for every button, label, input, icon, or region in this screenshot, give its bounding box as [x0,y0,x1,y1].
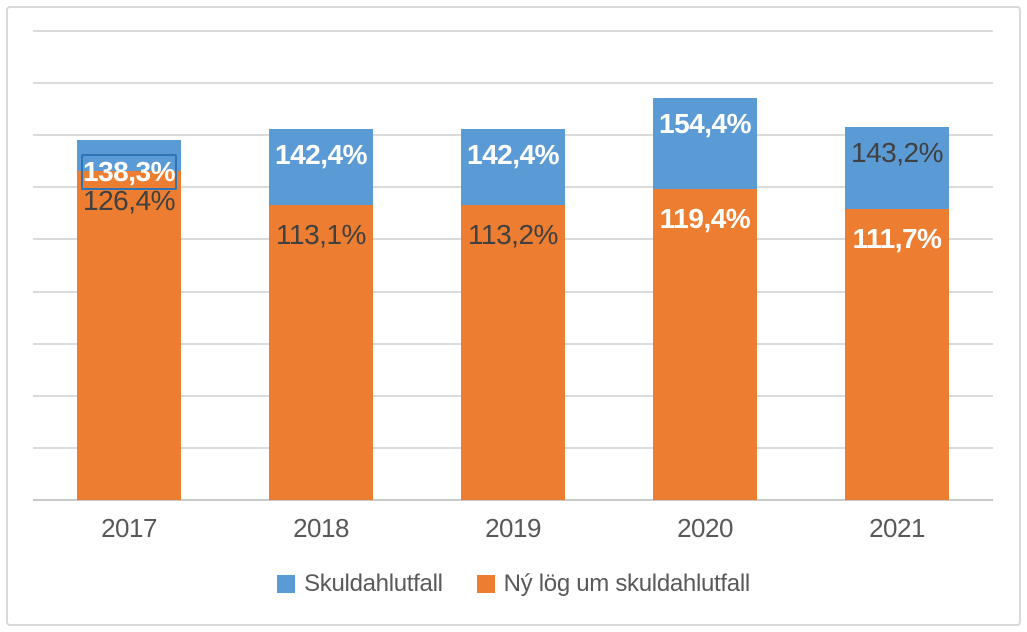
gridline [33,30,993,32]
data-label-2018-skuldahlutfall[interactable]: 142,4% [275,138,367,170]
legend-item-ny-log-um-skuldahlutfall[interactable]: Ný lög um skuldahlutfall [476,570,751,598]
data-label-2020-skuldahlutfall[interactable]: 154,4% [659,107,751,139]
bar-2020-skuldahlutfall[interactable] [653,97,757,189]
legend-label-ny-log-um-skuldahlutfall: Ný lög um skuldahlutfall [503,570,751,597]
data-label-2019-skuldahlutfall[interactable]: 142,4% [467,138,559,170]
data-label-2021-ny-log-um-skuldahlutfall[interactable]: 111,7% [852,222,942,254]
category-label-2017: 2017 [101,513,157,543]
data-label-2019-ny-log-um-skuldahlutfall[interactable]: 113,2% [468,219,558,251]
bar-2021-ny-log-um-skuldahlutfall[interactable] [845,208,949,500]
bar-2018-skuldahlutfall[interactable] [269,128,373,206]
legend-swatch-ny-log-um-skuldahlutfall-icon [476,575,495,593]
legend-item-skuldahlutfall[interactable]: Skuldahlutfall [277,570,443,598]
data-label-2021-skuldahlutfall[interactable]: 143,2% [851,136,943,168]
legend: Skuldahlutfall Ný lög um skuldahlutfall [0,570,1027,598]
bar-2018-ny-log-um-skuldahlutfall[interactable] [269,205,373,500]
data-label-2017-skuldahlutfall[interactable]: 138,3% [81,153,177,190]
category-label-2020: 2020 [677,513,733,543]
bar-2019-skuldahlutfall[interactable] [461,128,565,206]
category-label-2021: 2021 [869,513,925,543]
bar-2017-ny-log-um-skuldahlutfall[interactable] [77,170,181,500]
data-label-2020-ny-log-um-skuldahlutfall[interactable]: 119,4% [659,202,751,234]
x-axis-line [33,499,993,501]
bar-2021-skuldahlutfall[interactable] [845,126,949,209]
data-label-2018-ny-log-um-skuldahlutfall[interactable]: 113,1% [276,219,366,251]
bar-2019-ny-log-um-skuldahlutfall[interactable] [461,205,565,500]
gridline [33,82,993,85]
data-label-2017-ny-log-um-skuldahlutfall[interactable]: 126,4% [83,184,175,216]
category-label-2018: 2018 [293,513,349,543]
legend-label-skuldahlutfall: Skuldahlutfall [304,570,443,597]
category-label-2019: 2019 [485,513,541,543]
legend-swatch-skuldahlutfall-icon [277,575,296,593]
bar-2020-ny-log-um-skuldahlutfall[interactable] [653,188,757,500]
chart-border [6,6,1021,626]
